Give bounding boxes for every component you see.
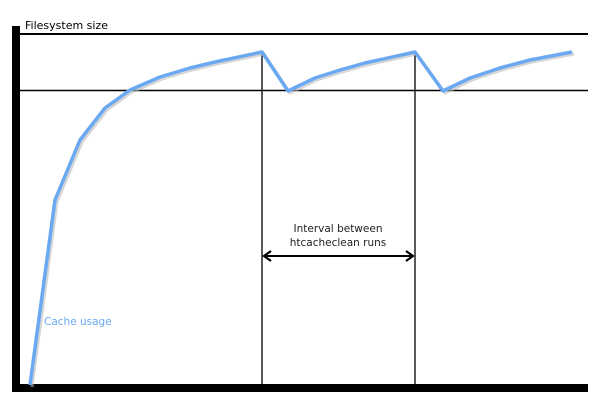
interval-label-line1: Interval between [294,223,383,235]
cache-usage-label: Cache usage [44,316,112,328]
x-axis [12,384,588,392]
interval-label-line2: htcacheclean runs [290,237,387,249]
y-axis [12,26,20,392]
cache-usage-curve [28,50,573,386]
cache-usage-shadow [30,52,575,388]
diagram-title: Filesystem size [25,19,108,32]
